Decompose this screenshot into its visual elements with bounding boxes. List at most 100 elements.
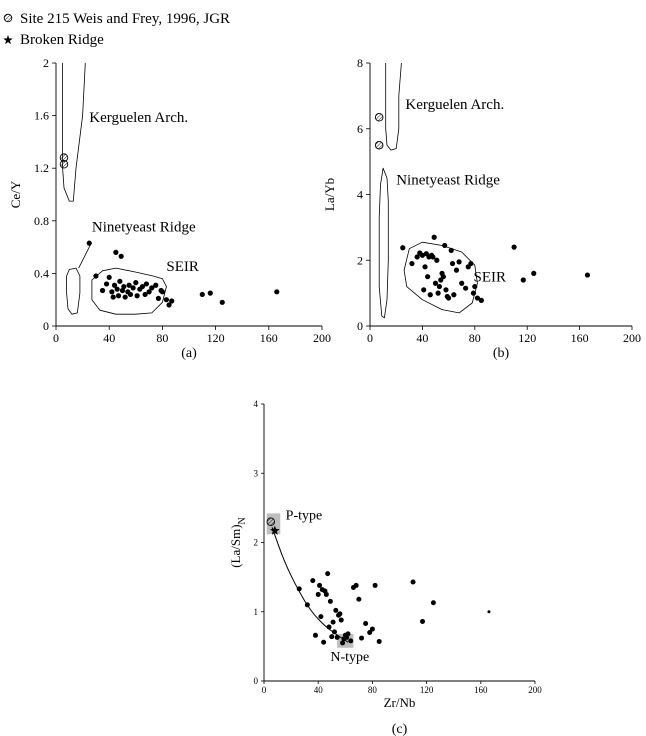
data-point-c: [337, 611, 343, 617]
x-tick-label-b: 200: [623, 331, 641, 345]
data-point-b: [474, 295, 481, 301]
data-point-b: [443, 287, 449, 293]
data-point-b: [430, 254, 436, 260]
data-point-a: [199, 291, 205, 298]
data-point-a: [118, 253, 124, 259]
data-point-b: [459, 280, 465, 286]
y-tick-label-b: 6: [357, 122, 363, 136]
data-point-b: [400, 245, 406, 251]
mixing-curve-c: [271, 527, 349, 643]
data-point-a: [127, 291, 134, 298]
data-point-a: [99, 287, 106, 294]
field-label-a: Kerguelen Arch.: [89, 110, 188, 126]
data-point-c: [331, 629, 337, 635]
data-point-b: [449, 260, 456, 267]
data-point-b: [531, 270, 537, 276]
field-label-b: Kerguelen Arch.: [405, 97, 504, 113]
data-point-c: [430, 600, 436, 606]
x-tick-label-b: 160: [571, 331, 589, 345]
data-point-b: [463, 285, 469, 291]
y-tick-label-c: 3: [254, 468, 259, 478]
data-point-c: [317, 582, 323, 588]
data-point-c: [338, 617, 344, 623]
site-215-point-b: [374, 112, 384, 122]
data-point-a: [117, 278, 123, 284]
data-point-b: [427, 292, 433, 298]
data-point-c: [340, 640, 346, 646]
data-point-c: [367, 630, 373, 636]
data-point-a: [103, 281, 110, 287]
legend-item-site-215: Site 215 Weis and Frey, 1996, JGR: [3, 11, 230, 27]
y-tick-label-c: 1: [254, 607, 259, 617]
data-point-b: [436, 283, 443, 290]
field-label-c: P-type: [286, 509, 323, 524]
data-point-b: [421, 287, 427, 293]
x-tick-label-c: 200: [528, 685, 542, 695]
broken-ridge-point-c: [270, 525, 280, 535]
data-point-a: [119, 287, 126, 294]
data-point-c: [345, 631, 351, 637]
data-point-b: [456, 259, 462, 265]
data-point-c: [323, 591, 329, 597]
panel-caption-b: (b): [493, 346, 510, 361]
data-point-b: [431, 234, 437, 240]
data-point-c: [348, 638, 354, 644]
data-point-a: [219, 299, 225, 305]
data-point-c: [356, 596, 362, 602]
field-label-a: SEIR: [166, 259, 199, 275]
field-label-a: Ninetyeast Ridge: [92, 219, 196, 235]
data-point-c: [359, 635, 365, 641]
data-point-b: [451, 292, 457, 298]
data-point-a: [155, 295, 162, 301]
data-point-b: [422, 264, 428, 270]
x-tick-label-b: 0: [367, 331, 373, 345]
y-tick-label-a: 0: [43, 319, 49, 333]
data-point-c: [304, 602, 310, 608]
y-tick-label-b: 0: [357, 319, 363, 333]
x-axis-title-c: Zr/Nb: [384, 695, 416, 710]
field-label-c: N-type: [330, 650, 369, 665]
data-point-a: [169, 298, 175, 304]
data-point-c: [312, 632, 318, 638]
data-point-c: [363, 621, 369, 627]
data-point-c: [329, 634, 335, 640]
field-outline-b: [378, 167, 389, 319]
data-point-a: [139, 283, 146, 290]
x-tick-label-a: 120: [207, 331, 225, 345]
field-outline-b: [385, 62, 402, 151]
field-label-b: Ninetyeast Ridge: [396, 173, 500, 189]
data-point-c: [333, 607, 339, 613]
site-215-point-a: [59, 160, 69, 169]
panel-caption-a: (a): [181, 346, 197, 361]
data-point-a: [115, 293, 122, 299]
y-tick-label-a: 1.6: [34, 109, 49, 123]
data-point-a: [153, 282, 159, 288]
data-point-a: [274, 289, 280, 295]
data-point-c: [315, 591, 321, 597]
x-tick-label-c: 0: [262, 685, 267, 695]
y-tick-label-b: 2: [357, 253, 363, 267]
data-point-c: [325, 571, 331, 577]
data-point-c: [372, 582, 378, 588]
data-point-c: [420, 618, 426, 624]
x-tick-label-c: 80: [368, 685, 378, 695]
legend-label-site-215: Site 215 Weis and Frey, 1996, JGR: [20, 11, 230, 27]
y-tick-label-b: 4: [357, 188, 363, 202]
y-tick-label-c: 4: [254, 399, 259, 409]
y-axis-title-b: La/Yb: [322, 178, 337, 211]
x-tick-label-b: 40: [416, 331, 428, 345]
x-tick-label-c: 40: [314, 685, 324, 695]
data-point-b: [448, 247, 454, 253]
leader-line-a: [78, 244, 91, 269]
y-axis-title-c-sub: N: [237, 517, 248, 524]
field-outline-a: [66, 267, 81, 315]
y-tick-label-a: 1.2: [34, 161, 49, 175]
x-tick-label-b: 80: [469, 331, 481, 345]
data-point-b: [409, 260, 415, 267]
data-point-a: [163, 297, 169, 303]
data-point-c: [330, 619, 336, 625]
data-point-a: [149, 285, 155, 291]
data-point-a: [110, 294, 116, 300]
data-point-a: [133, 280, 139, 286]
